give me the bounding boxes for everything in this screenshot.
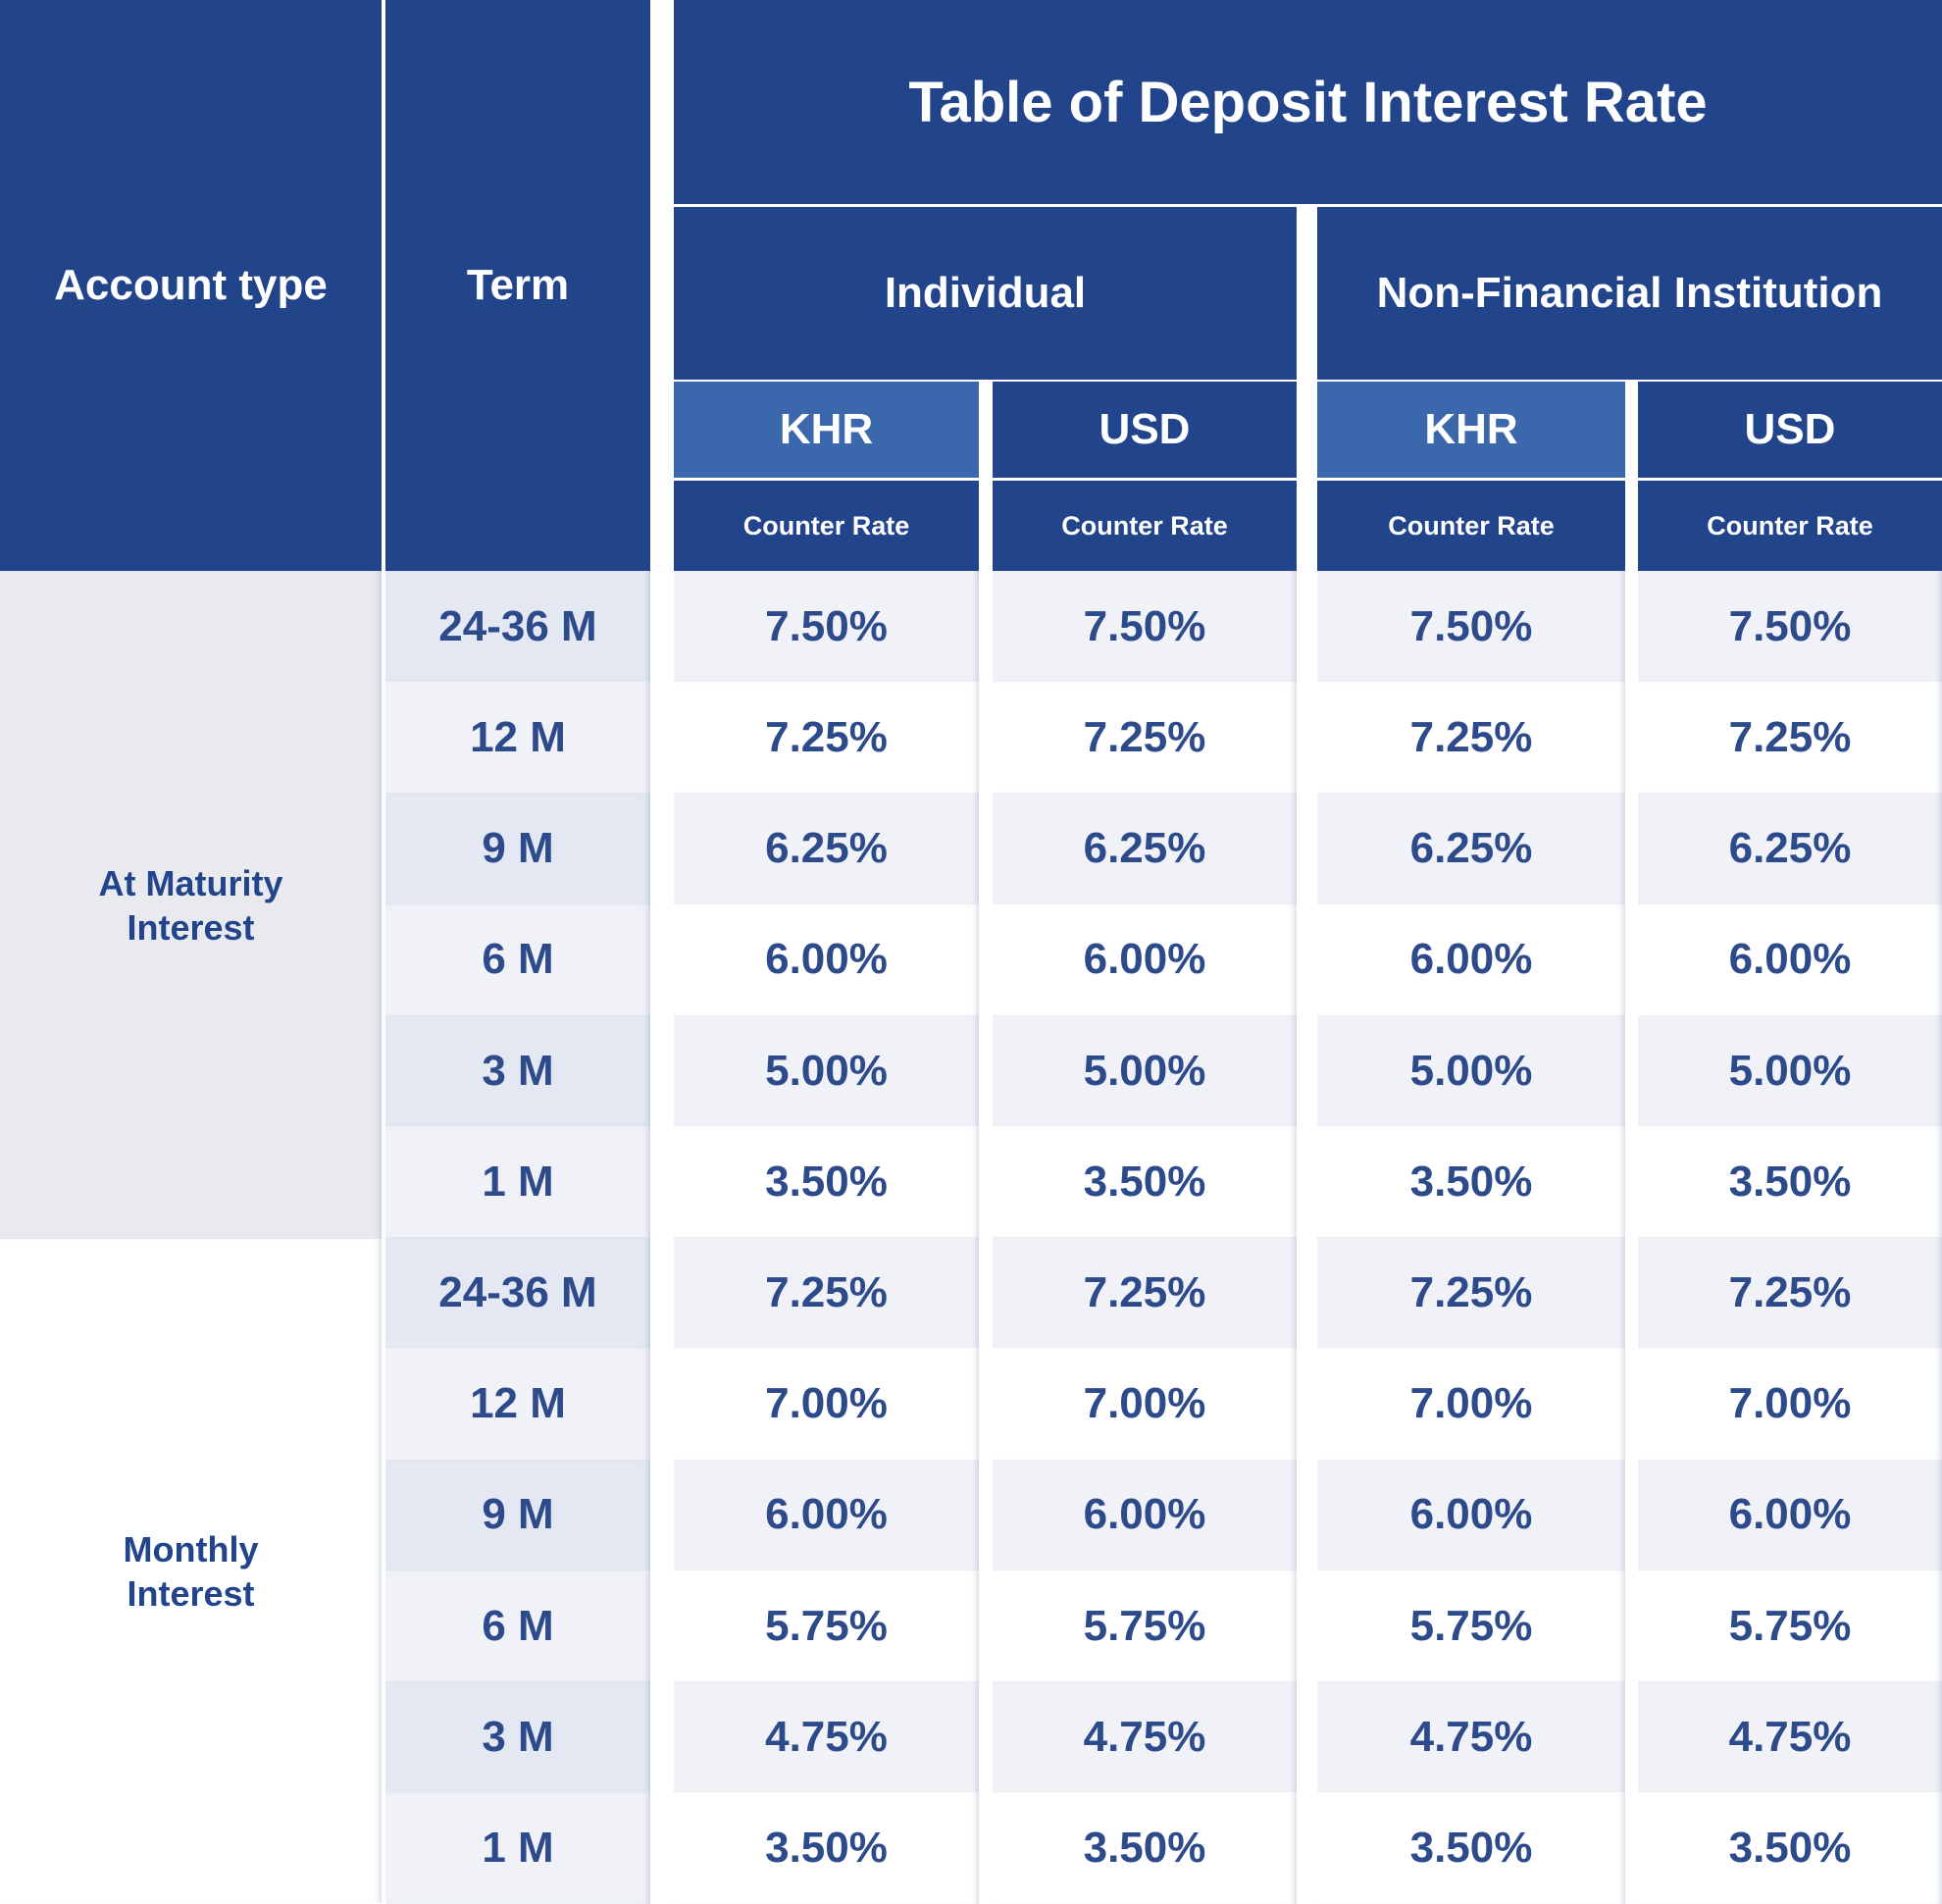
rate-cell: 6.00% [1317,1459,1625,1571]
rate-cell: 6.25% [1638,793,1942,905]
rate-cell: 6.25% [1317,793,1625,905]
rate-cell: 7.25% [674,682,979,794]
counter-rate-label: Counter Rate [1317,481,1625,571]
rate-cell: 7.00% [993,1348,1297,1461]
rate-cell: 5.00% [674,1014,979,1127]
rate-cell: 3.50% [674,1126,979,1238]
rate-cell: 7.50% [1317,571,1625,683]
rate-cell: 7.25% [1638,682,1942,794]
header-individual-usd: USD [993,382,1297,478]
header-individual: Individual [674,207,1297,380]
rate-cell: 3.50% [1317,1126,1625,1238]
term-cell: 12 M [385,1348,650,1461]
rate-cell: 3.50% [993,1792,1297,1904]
rate-cell: 7.50% [1638,571,1942,683]
term-cell: 9 M [385,1459,650,1571]
rate-cell: 6.00% [1638,903,1942,1016]
term-cell: 24-36 M [385,1237,650,1349]
rate-cell: 6.00% [674,1459,979,1571]
header-term: Term [385,0,650,571]
rate-cell: 3.50% [674,1792,979,1904]
account-type-at-maturity: At Maturity Interest [0,571,382,1239]
rate-cell: 5.75% [674,1570,979,1682]
rate-cell: 4.75% [674,1681,979,1793]
rate-cell: 7.25% [993,1237,1297,1349]
rate-cell: 6.00% [1638,1459,1942,1571]
header-individual-khr: KHR [674,382,979,478]
rate-cell: 6.00% [674,903,979,1016]
rate-cell: 5.75% [1317,1570,1625,1682]
counter-rate-label: Counter Rate [993,481,1297,571]
rate-cell: 7.25% [993,682,1297,794]
rate-cell: 4.75% [1638,1681,1942,1793]
rate-cell: 7.25% [1638,1237,1942,1349]
rate-cell: 5.00% [1638,1014,1942,1127]
term-cell: 3 M [385,1014,650,1127]
rate-cell: 3.50% [1317,1792,1625,1904]
rate-cell: 3.50% [1638,1126,1942,1238]
rate-cell: 7.00% [1638,1348,1942,1461]
header-non-financial-institution: Non-Financial Institution [1317,207,1942,380]
header-nfi-khr: KHR [1317,382,1625,478]
rate-cell: 5.00% [1317,1014,1625,1127]
term-cell: 1 M [385,1792,650,1904]
term-cell: 1 M [385,1126,650,1238]
rate-cell: 6.25% [993,793,1297,905]
rate-cell: 3.50% [1638,1792,1942,1904]
rate-cell: 6.00% [993,1459,1297,1571]
term-cell: 9 M [385,793,650,905]
rate-cell: 7.50% [674,571,979,683]
term-cell: 24-36 M [385,571,650,683]
rate-cell: 7.00% [674,1348,979,1461]
rate-cell: 3.50% [993,1126,1297,1238]
rate-cell: 6.00% [1317,903,1625,1016]
rate-cell: 5.75% [993,1570,1297,1682]
counter-rate-label: Counter Rate [1638,481,1942,571]
counter-rate-label: Counter Rate [674,481,979,571]
rate-cell: 4.75% [993,1681,1297,1793]
rate-cell: 7.25% [1317,1237,1625,1349]
rate-cell: 7.25% [674,1237,979,1349]
term-cell: 6 M [385,903,650,1016]
rate-cell: 6.00% [993,903,1297,1016]
rate-cell: 6.25% [674,793,979,905]
header-account-type: Account type [0,0,382,571]
rate-cell: 5.00% [993,1014,1297,1127]
rate-cell: 4.75% [1317,1681,1625,1793]
account-type-monthly: Monthly Interest [0,1239,382,1903]
term-cell: 12 M [385,682,650,794]
header-nfi-usd: USD [1638,382,1942,478]
rate-cell: 7.50% [993,571,1297,683]
term-cell: 3 M [385,1681,650,1793]
rate-cell: 7.00% [1317,1348,1625,1461]
rate-cell: 5.75% [1638,1570,1942,1682]
rate-cell: 7.25% [1317,682,1625,794]
table-title: Table of Deposit Interest Rate [674,0,1942,204]
term-cell: 6 M [385,1570,650,1682]
